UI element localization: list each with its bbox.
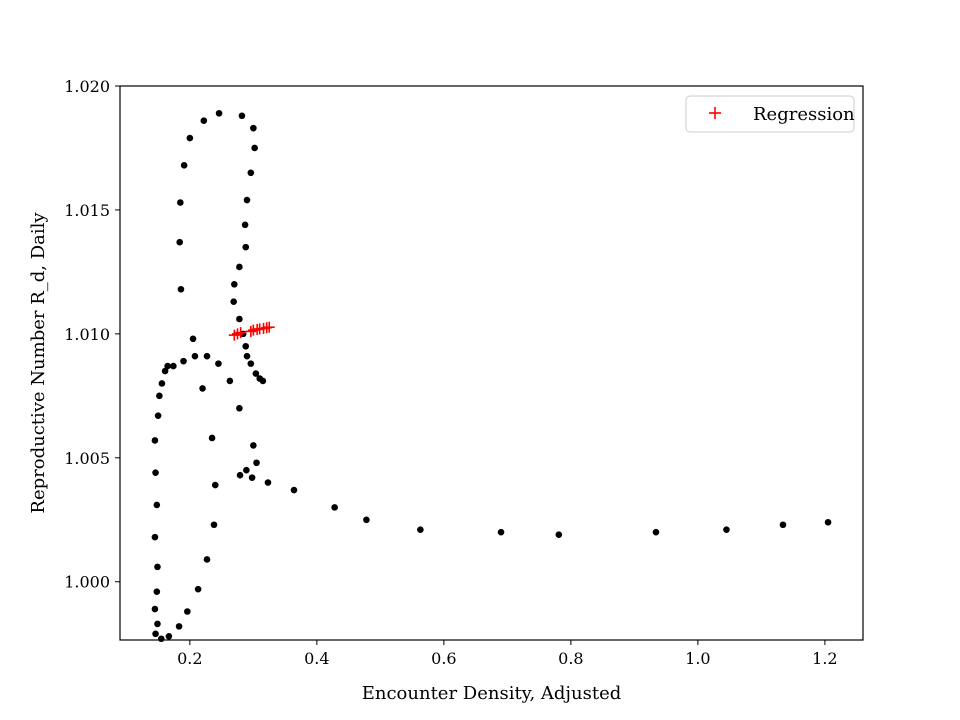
data-point <box>363 516 370 524</box>
data-point <box>417 526 424 533</box>
data-point <box>161 367 169 375</box>
data-point <box>180 162 188 169</box>
data-point <box>175 623 183 630</box>
data-point <box>497 528 505 536</box>
data-point <box>652 528 660 536</box>
data-point <box>243 466 250 474</box>
data-point <box>252 370 260 377</box>
data-point <box>226 377 234 385</box>
data-point <box>290 486 298 494</box>
data-point <box>236 471 244 479</box>
data-point <box>241 221 249 229</box>
x-tick-label: 1.2 <box>812 649 837 668</box>
data-point <box>723 526 730 533</box>
x-tick-label: 0.8 <box>558 649 583 668</box>
data-point <box>194 585 202 593</box>
data-point <box>247 169 255 177</box>
data-point <box>152 630 159 638</box>
x-tick-label: 0.2 <box>177 649 202 668</box>
data-point <box>154 620 161 628</box>
legend-frame <box>685 95 855 133</box>
data-point <box>215 109 223 117</box>
data-point <box>236 263 243 271</box>
data-point <box>253 459 260 467</box>
data-point <box>191 352 199 360</box>
data-point <box>153 588 161 595</box>
regression-point <box>235 327 247 339</box>
data-point <box>180 357 187 365</box>
data-point <box>184 608 191 615</box>
y-axis: 1.000 1.005 1.010 1.015 1.020 <box>64 77 120 592</box>
x-tick-label: 1.0 <box>685 649 710 668</box>
data-point <box>236 404 243 412</box>
y-tick-label: 1.010 <box>64 325 110 344</box>
data-point <box>151 437 159 444</box>
data-point <box>177 285 185 293</box>
regression-point <box>245 325 257 337</box>
data-point <box>242 342 250 350</box>
data-point <box>248 474 256 481</box>
y-tick-label: 1.015 <box>64 201 110 220</box>
data-point <box>236 315 243 323</box>
plot-frame <box>119 85 864 641</box>
data-point <box>251 144 258 152</box>
y-axis-label: Reproductive Number R_d, Daily <box>28 212 49 514</box>
data-point <box>243 352 251 360</box>
data-point <box>156 392 163 400</box>
data-point <box>203 352 211 360</box>
data-point <box>779 521 787 529</box>
data-point <box>164 362 171 370</box>
data-point <box>151 605 159 613</box>
data-point <box>199 385 206 392</box>
x-tick-label: 0.6 <box>431 649 456 668</box>
data-point <box>186 134 194 142</box>
data-point <box>157 635 165 643</box>
data-point <box>210 521 218 529</box>
plot-marks <box>151 109 832 643</box>
data-point <box>250 442 257 449</box>
data-point <box>203 556 211 563</box>
y-tick-label: 1.000 <box>64 573 110 592</box>
legend-regression-label: Regression <box>753 104 855 125</box>
data-point <box>200 117 208 125</box>
data-point <box>176 238 183 246</box>
data-point <box>243 196 251 204</box>
data-point <box>555 531 563 538</box>
data-point <box>247 360 255 367</box>
data-point <box>189 335 197 343</box>
x-tick-label: 0.4 <box>304 649 329 668</box>
x-axis: 0.2 0.4 0.6 0.8 1.0 1.2 <box>177 640 838 668</box>
regression-point <box>263 321 275 333</box>
legend-regression-marker <box>709 107 721 119</box>
data-point <box>153 501 161 509</box>
data-point <box>154 563 161 571</box>
data-point <box>154 412 162 419</box>
data-point <box>331 504 338 511</box>
data-point <box>158 380 166 387</box>
data-point <box>208 434 216 442</box>
data-point <box>264 479 272 486</box>
y-tick-label: 1.020 <box>64 77 110 96</box>
data-point <box>238 112 246 120</box>
data-point <box>165 632 173 640</box>
y-tick-label: 1.005 <box>64 449 110 468</box>
legend: Regression <box>685 95 855 133</box>
data-point <box>824 518 832 526</box>
x-axis-label: Encounter Density, Adjusted <box>362 683 622 704</box>
data-point <box>177 199 184 206</box>
data-point <box>215 360 222 367</box>
data-point <box>231 280 238 288</box>
data-point <box>259 377 267 385</box>
data-point <box>170 362 177 370</box>
data-point <box>151 533 159 541</box>
data-point <box>242 243 250 251</box>
data-point <box>250 124 257 132</box>
data-point <box>230 298 237 305</box>
data-point <box>211 481 219 489</box>
data-point <box>152 469 159 476</box>
